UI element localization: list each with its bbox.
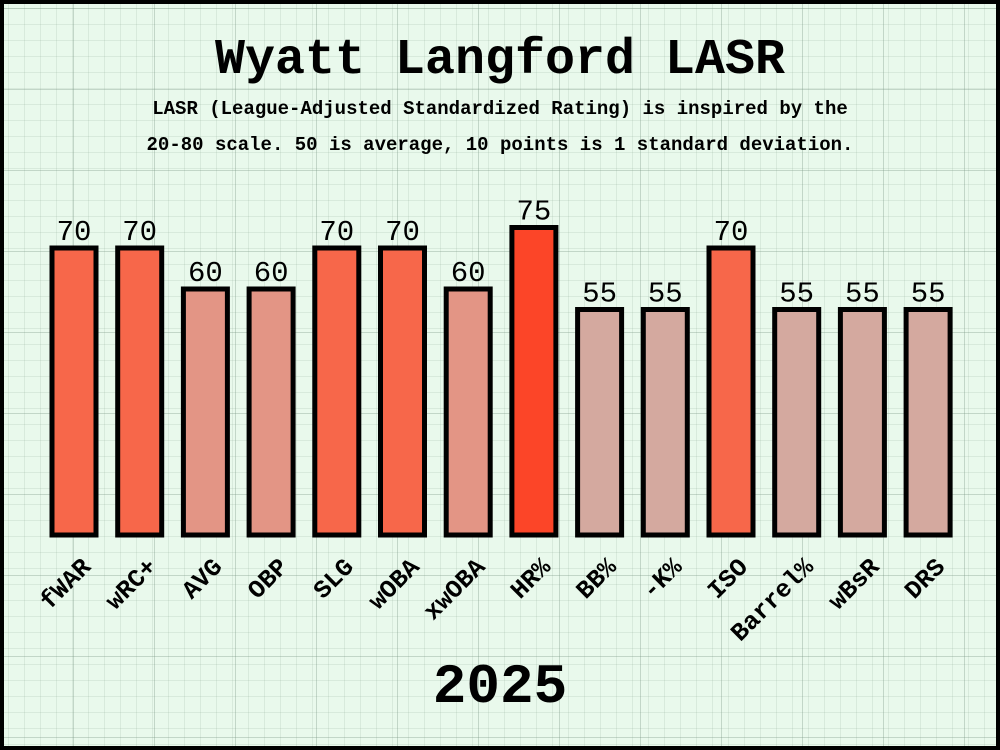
bar-BB%: [575, 307, 625, 538]
x-tick-label: DRS: [899, 553, 951, 605]
bar-SLG: [312, 245, 362, 538]
chart-title: Wyatt Langford LASR: [214, 32, 786, 89]
x-tick-label: wBsR: [823, 553, 886, 616]
value-label: 55: [845, 278, 880, 311]
value-label: 75: [516, 196, 551, 229]
bar--K%: [640, 307, 690, 538]
value-label: 60: [451, 257, 486, 290]
year-label: 2025: [432, 655, 568, 719]
x-tick-label: xwOBA: [418, 553, 492, 627]
bar-wBsR: [837, 307, 887, 538]
value-label: 70: [385, 216, 420, 249]
value-label: 70: [57, 216, 92, 249]
chart-subtitle-line1: LASR (League-Adjusted Standardized Ratin…: [152, 98, 848, 120]
x-tick-label: fWAR: [35, 553, 98, 616]
bar-fWAR: [49, 245, 99, 538]
value-label: 70: [714, 216, 749, 249]
x-tick-label: SLG: [308, 553, 360, 605]
bar-xwOBA: [443, 286, 493, 538]
value-label: 60: [188, 257, 223, 290]
bar-wOBA: [378, 245, 427, 538]
x-tick-label: HR%: [505, 552, 558, 605]
x-tick-label: BB%: [571, 552, 624, 605]
bar-HR%: [509, 225, 559, 538]
bar-DRS: [903, 307, 953, 538]
x-tick-label: -K%: [637, 552, 690, 605]
chart-subtitle-line2: 20-80 scale. 50 is average, 10 points is…: [146, 134, 854, 156]
x-tick-label: wOBA: [363, 553, 426, 616]
bar-AVG: [180, 286, 230, 538]
value-label: 70: [122, 216, 157, 249]
value-label: 60: [254, 257, 289, 290]
value-label: 55: [648, 278, 683, 311]
bar-wRC+: [115, 245, 165, 538]
x-tick-label: OBP: [242, 553, 294, 605]
value-label: 55: [779, 278, 814, 311]
bar-ISO: [706, 245, 756, 538]
bar-OBP: [246, 286, 296, 538]
value-label: 55: [911, 278, 946, 311]
x-tick-label: AVG: [177, 553, 229, 605]
x-tick-label: ISO: [702, 553, 754, 605]
x-tick-label: wRC+: [100, 553, 163, 616]
value-label: 70: [319, 216, 354, 249]
bar-Barrel%: [772, 307, 822, 538]
value-label: 55: [582, 278, 617, 311]
